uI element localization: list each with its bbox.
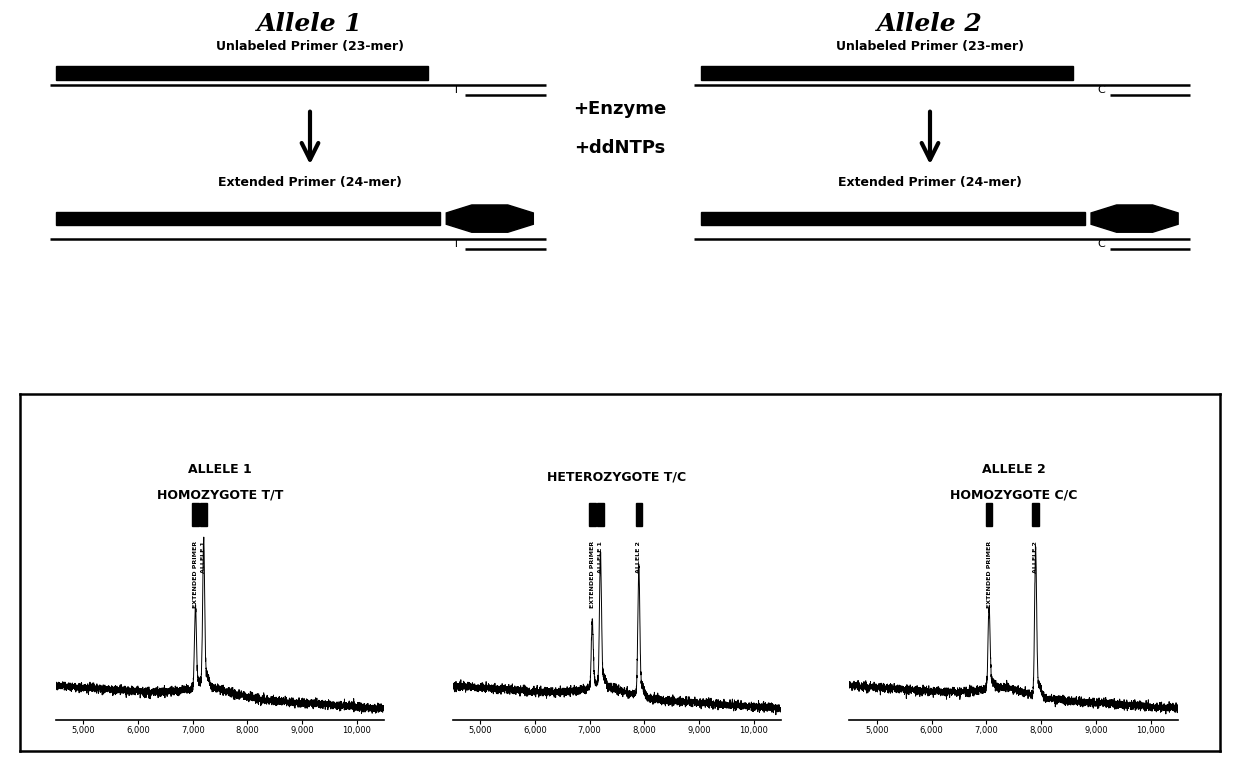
Bar	[589, 503, 595, 526]
Text: Extended Primer (24-mer): Extended Primer (24-mer)	[838, 176, 1022, 189]
Text: C: C	[1097, 239, 1105, 249]
Text: HOMOZYGOTE T/T: HOMOZYGOTE T/T	[157, 488, 283, 501]
Polygon shape	[446, 205, 533, 232]
Text: ALLELE 2: ALLELE 2	[636, 541, 641, 573]
Text: ALLELE 1: ALLELE 1	[188, 463, 252, 476]
Text: ALLELE 1: ALLELE 1	[201, 541, 206, 573]
Bar	[56, 66, 428, 80]
Text: C: C	[1097, 85, 1105, 95]
Text: Unlabeled Primer (23-mer): Unlabeled Primer (23-mer)	[216, 40, 404, 53]
Text: +ddNTPs: +ddNTPs	[574, 139, 666, 157]
Text: +Enzyme: +Enzyme	[573, 100, 667, 118]
Bar	[636, 503, 642, 526]
Text: Extended Primer (24-mer): Extended Primer (24-mer)	[218, 176, 402, 189]
Text: EXTENDED PRIMER: EXTENDED PRIMER	[590, 541, 595, 608]
Text: T: T	[453, 85, 460, 95]
Bar	[986, 503, 992, 526]
Text: HETEROZYGOTE T/C: HETEROZYGOTE T/C	[547, 471, 687, 484]
Text: Allele 1: Allele 1	[257, 11, 363, 36]
Polygon shape	[1091, 205, 1178, 232]
Text: EXTENDED PRIMER: EXTENDED PRIMER	[987, 541, 992, 608]
Bar	[1033, 503, 1039, 526]
Text: ALLELE 2: ALLELE 2	[1033, 541, 1038, 573]
Bar	[192, 503, 198, 526]
Text: Allele 2: Allele 2	[877, 11, 983, 36]
Bar	[56, 212, 440, 226]
Bar	[598, 503, 604, 526]
Bar	[701, 66, 1073, 80]
Bar	[201, 503, 207, 526]
Text: EXTENDED PRIMER: EXTENDED PRIMER	[193, 541, 198, 608]
Text: ALLELE 2: ALLELE 2	[982, 463, 1045, 476]
Bar	[701, 212, 1085, 226]
Text: Unlabeled Primer (23-mer): Unlabeled Primer (23-mer)	[836, 40, 1024, 53]
Text: T: T	[453, 239, 460, 249]
Text: HOMOZYGOTE C/C: HOMOZYGOTE C/C	[950, 488, 1078, 501]
Text: ALLELE 1: ALLELE 1	[598, 541, 603, 573]
